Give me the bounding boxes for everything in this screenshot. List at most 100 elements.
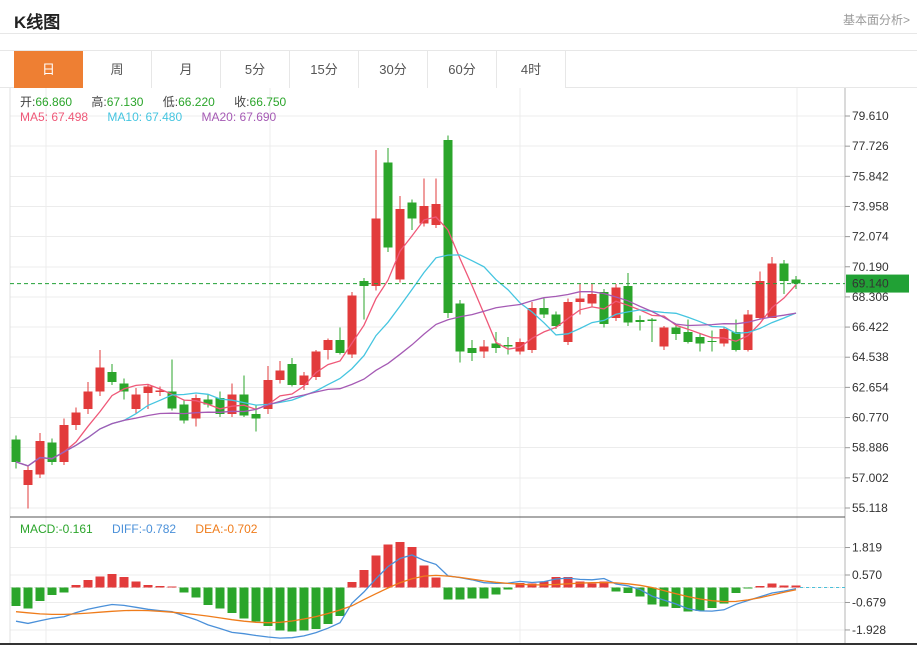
ohlc-readout: 开:66.860 高:67.130 低:66.220 收:66.750 — [20, 93, 302, 110]
macd-bar — [299, 587, 309, 631]
tab-4hour[interactable]: 4时 — [497, 51, 566, 88]
macd-bar — [731, 587, 741, 594]
macd-bar — [47, 587, 57, 596]
tab-month[interactable]: 月 — [152, 51, 221, 88]
ma10-line — [15, 254, 797, 467]
candle-body — [107, 372, 117, 382]
candle-body — [443, 140, 453, 314]
macd-bar — [467, 587, 477, 599]
macd-bar — [707, 587, 717, 608]
tab-week[interactable]: 周 — [83, 51, 152, 88]
candle-body — [659, 327, 669, 347]
svg-text:57.002: 57.002 — [852, 471, 889, 485]
candle-body — [551, 314, 561, 326]
svg-text:0.570: 0.570 — [852, 568, 882, 582]
macd-bar — [251, 587, 261, 622]
candle-body — [11, 439, 21, 462]
candle-body — [191, 397, 201, 419]
open-value: 66.860 — [35, 95, 73, 109]
macd-bar — [23, 587, 33, 609]
macd-bar — [227, 587, 237, 613]
candle-body — [179, 404, 189, 421]
macd-axis-labels: 1.819 0.570 -0.679 -1.928 — [845, 541, 886, 637]
macd-label: MACD: — [20, 522, 59, 536]
candle-body — [143, 386, 153, 394]
macd-bar — [263, 587, 273, 627]
macd-bar — [491, 587, 501, 595]
header-divider — [0, 33, 917, 34]
candle-body — [707, 341, 717, 343]
candle-body — [119, 383, 129, 392]
period-tabbar: 日 周 月 5分 15分 30分 60分 4时 — [0, 50, 917, 88]
candle-body — [419, 205, 429, 224]
current-price-badge — [846, 274, 909, 293]
macd-bar — [515, 583, 525, 588]
candle-body — [683, 332, 693, 342]
candle-body — [395, 208, 405, 280]
macd-bar — [179, 587, 189, 593]
tab-30min[interactable]: 30分 — [359, 51, 428, 88]
candle-body — [275, 370, 285, 381]
fundamental-analysis-link[interactable]: 基本面分析> — [842, 13, 910, 27]
macd-bar — [719, 587, 729, 604]
tab-5min[interactable]: 5分 — [221, 51, 290, 88]
macd-bar — [431, 577, 441, 588]
candle-body — [791, 279, 801, 284]
macd-lines — [15, 554, 845, 639]
ma20-line — [15, 291, 797, 467]
candle-body — [263, 380, 273, 410]
candle-body — [479, 346, 489, 352]
dea-label: DEA: — [195, 522, 224, 536]
tab-60min[interactable]: 60分 — [428, 51, 497, 88]
svg-text:1.819: 1.819 — [852, 541, 882, 555]
candle-body — [227, 394, 237, 414]
tab-15min[interactable]: 15分 — [290, 51, 359, 88]
candle-body — [611, 287, 621, 318]
candle-body — [155, 390, 165, 392]
candle-body — [311, 351, 321, 378]
tab-day[interactable]: 日 — [14, 51, 83, 88]
macd-bar — [107, 573, 117, 588]
candle-body — [131, 394, 141, 410]
high-value: 67.130 — [106, 95, 144, 109]
candle-body — [335, 340, 345, 354]
macd-bar — [551, 576, 561, 588]
macd-bar — [443, 587, 453, 600]
current-price-line: 69.140 — [10, 274, 909, 293]
macd-bar — [155, 586, 165, 588]
macd-bar — [503, 587, 513, 590]
candle-body — [83, 391, 93, 410]
candle-body — [323, 340, 333, 350]
candle-body — [623, 285, 633, 323]
svg-text:62.654: 62.654 — [852, 380, 889, 394]
macd-bar — [11, 587, 21, 607]
dea-line — [15, 574, 797, 624]
candle-body — [95, 367, 105, 392]
svg-text:64.538: 64.538 — [852, 350, 889, 364]
macd-bar — [59, 587, 69, 593]
candle-body — [755, 281, 765, 318]
macd-bar — [611, 587, 621, 592]
current-price-value: 69.140 — [852, 277, 889, 291]
open-label: 开: — [20, 95, 36, 109]
ma10-label: MA10: — [107, 110, 143, 124]
candle-body — [647, 319, 657, 322]
macd-bar — [335, 587, 345, 617]
candle-body — [215, 397, 225, 414]
macd-bar — [275, 587, 285, 631]
candle-body — [455, 303, 465, 352]
ma-lines — [15, 216, 797, 467]
candle-body — [719, 329, 729, 344]
macd-bar — [371, 555, 381, 588]
candle-body — [383, 162, 393, 248]
candle-body — [347, 295, 357, 355]
diff-label: DIFF: — [112, 522, 143, 536]
macd-bar — [635, 587, 645, 597]
svg-text:55.118: 55.118 — [852, 501, 888, 515]
macd-bar — [599, 581, 609, 588]
macd-readout: MACD:-0.161 DIFF:-0.782 DEA:-0.702 — [20, 522, 273, 536]
macd-bar — [119, 576, 129, 588]
dea-value: -0.702 — [223, 522, 258, 536]
ma-readout: MA5: 67.498 MA10: 67.480 MA20: 67.690 — [20, 110, 292, 124]
